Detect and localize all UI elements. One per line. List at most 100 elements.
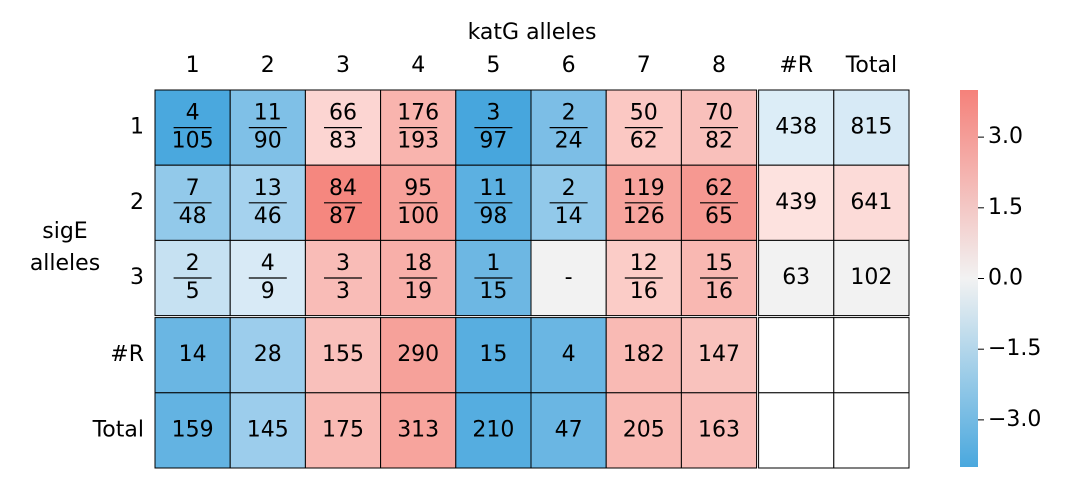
cell-value: 438 bbox=[775, 115, 817, 140]
cell bbox=[380, 392, 457, 469]
numerator: 1 bbox=[486, 251, 500, 276]
numerator: 4 bbox=[261, 251, 275, 276]
numerator: 4 bbox=[186, 101, 200, 126]
numerator: 176 bbox=[397, 101, 439, 126]
numerator: 3 bbox=[336, 251, 350, 276]
colorbar bbox=[960, 90, 978, 467]
numerator: 18 bbox=[404, 251, 432, 276]
denominator: 126 bbox=[623, 204, 665, 229]
colorbar-tick-label: 0.0 bbox=[988, 266, 1023, 291]
column-label: 3 bbox=[336, 53, 350, 78]
column-label: #R bbox=[779, 53, 813, 78]
column-label: 7 bbox=[637, 53, 651, 78]
column-label: Total bbox=[845, 53, 897, 78]
numerator: 2 bbox=[562, 176, 576, 201]
row-label: 3 bbox=[130, 265, 144, 290]
cell bbox=[833, 317, 910, 394]
numerator: 70 bbox=[705, 101, 733, 126]
numerator: 13 bbox=[254, 176, 282, 201]
cell-value: 159 bbox=[172, 417, 214, 442]
cell-label: - bbox=[565, 265, 573, 290]
cell-value: 210 bbox=[472, 417, 514, 442]
denominator: 9 bbox=[261, 279, 275, 304]
cell bbox=[833, 164, 910, 241]
cell bbox=[530, 392, 607, 469]
cell-value: 102 bbox=[850, 265, 892, 290]
cell-value: 147 bbox=[698, 342, 740, 367]
numerator: 62 bbox=[705, 176, 733, 201]
cell-value: 163 bbox=[698, 417, 740, 442]
cell-value: 14 bbox=[179, 342, 207, 367]
numerator: 3 bbox=[486, 101, 500, 126]
row-label: Total bbox=[92, 417, 144, 442]
cell bbox=[833, 239, 910, 317]
column-label: 8 bbox=[712, 53, 726, 78]
colorbar-tick-label: −3.0 bbox=[988, 407, 1041, 432]
cell-value: 63 bbox=[782, 265, 810, 290]
cell bbox=[833, 89, 910, 166]
numerator: 66 bbox=[329, 101, 357, 126]
cell-value: 145 bbox=[247, 417, 289, 442]
numerator: 7 bbox=[186, 176, 200, 201]
denominator: 24 bbox=[555, 129, 583, 154]
denominator: 16 bbox=[630, 279, 658, 304]
numerator: 95 bbox=[404, 176, 432, 201]
denominator: 98 bbox=[479, 204, 507, 229]
column-label: 4 bbox=[411, 53, 425, 78]
cell bbox=[530, 317, 607, 394]
denominator: 16 bbox=[705, 279, 733, 304]
denominator: 3 bbox=[336, 279, 350, 304]
cell bbox=[605, 392, 682, 469]
cell-value: 175 bbox=[322, 417, 364, 442]
colorbar-tick-label: 1.5 bbox=[988, 195, 1023, 220]
denominator: 46 bbox=[254, 204, 282, 229]
numerator: 2 bbox=[186, 251, 200, 276]
y-label: alleles bbox=[30, 251, 100, 276]
cell bbox=[833, 392, 910, 469]
denominator: 83 bbox=[329, 129, 357, 154]
cell bbox=[304, 392, 382, 469]
cell-value: 28 bbox=[254, 342, 282, 367]
column-label: 6 bbox=[562, 53, 576, 78]
chart-title: katG alleles bbox=[468, 20, 597, 45]
cell-value: 313 bbox=[397, 417, 439, 442]
cell-value: 4 bbox=[562, 342, 576, 367]
cell bbox=[380, 317, 457, 394]
denominator: 48 bbox=[179, 204, 207, 229]
numerator: 84 bbox=[329, 176, 357, 201]
denominator: 62 bbox=[630, 129, 658, 154]
denominator: 15 bbox=[479, 279, 507, 304]
cell bbox=[605, 317, 682, 394]
cell-value: 205 bbox=[623, 417, 665, 442]
numerator: 15 bbox=[705, 251, 733, 276]
denominator: 193 bbox=[397, 129, 439, 154]
denominator: 14 bbox=[555, 204, 583, 229]
denominator: 105 bbox=[172, 129, 214, 154]
row-label: #R bbox=[110, 342, 144, 367]
cell bbox=[455, 317, 532, 394]
denominator: 97 bbox=[479, 129, 507, 154]
cell-value: 815 bbox=[850, 115, 892, 140]
denominator: 90 bbox=[254, 129, 282, 154]
cell-value: 155 bbox=[322, 342, 364, 367]
cell bbox=[455, 392, 532, 469]
cell bbox=[680, 392, 758, 469]
numerator: 50 bbox=[630, 101, 658, 126]
column-label: 1 bbox=[186, 53, 200, 78]
denominator: 65 bbox=[705, 204, 733, 229]
cell-value: 290 bbox=[397, 342, 439, 367]
row-label: 2 bbox=[130, 190, 144, 215]
column-label: 5 bbox=[486, 53, 500, 78]
cell bbox=[758, 164, 835, 241]
denominator: 82 bbox=[705, 129, 733, 154]
denominator: 5 bbox=[186, 279, 200, 304]
cell bbox=[229, 392, 306, 469]
cell-value: 182 bbox=[623, 342, 665, 367]
colorbar-tick-label: 3.0 bbox=[988, 124, 1023, 149]
cell-value: 15 bbox=[479, 342, 507, 367]
denominator: 100 bbox=[397, 204, 439, 229]
y-label: sigE bbox=[42, 219, 87, 244]
cell bbox=[758, 392, 835, 469]
numerator: 11 bbox=[479, 176, 507, 201]
